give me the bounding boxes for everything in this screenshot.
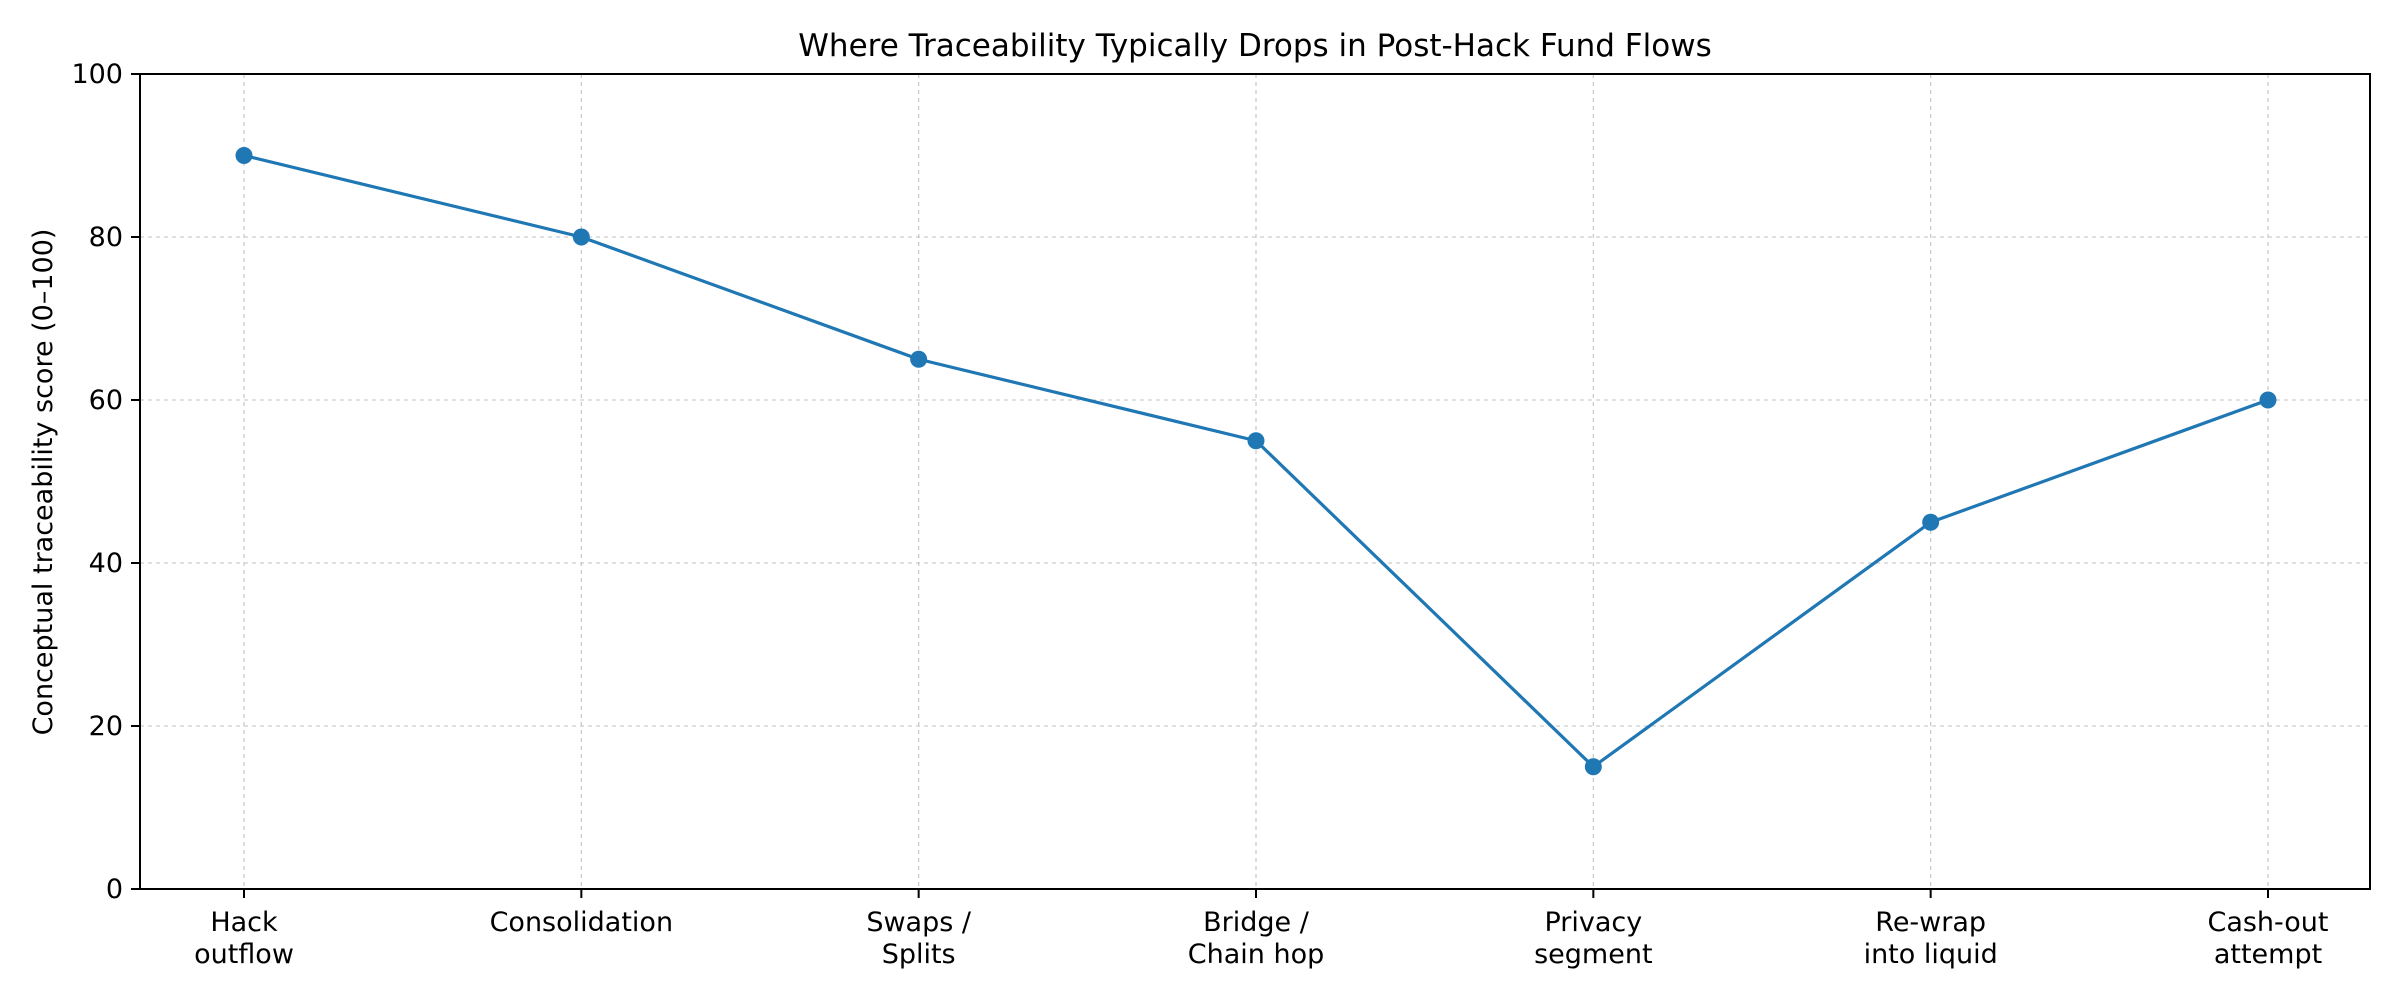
chart-title: Where Traceability Typically Drops in Po… — [798, 28, 1711, 64]
axes — [131, 73, 2371, 898]
plot-frame — [139, 73, 2371, 890]
x-tick-label: Bridge / Chain hop — [1188, 907, 1324, 970]
x-tick-label: Hack outflow — [194, 907, 294, 970]
x-tick-label: Re-wrap into liquid — [1864, 907, 1998, 970]
tick-labels: 0 20 40 60 80 100 Hack outflow Consolidation Swap… — [71, 59, 2328, 970]
data-point — [1247, 432, 1265, 450]
y-tick-label: 100 — [71, 59, 123, 90]
x-tick-label: Cash-out attempt — [2207, 907, 2328, 970]
y-tick-label: 80 — [89, 222, 123, 253]
x-tick-label: Swaps / Splits — [866, 907, 972, 970]
x-tick-label: Consolidation — [490, 907, 673, 938]
y-tick-label: 0 — [106, 874, 123, 905]
data-point — [1584, 758, 1602, 776]
y-tick-label: 20 — [89, 711, 123, 742]
series-layer — [235, 147, 2277, 776]
data-point — [1922, 513, 1940, 531]
data-point — [572, 228, 590, 246]
y-axis-label: Conceptual traceability score (0–100) — [28, 229, 59, 736]
y-tick-label: 60 — [89, 385, 123, 416]
x-tick-label: Privacy segment — [1534, 907, 1652, 970]
data-point — [235, 147, 253, 164]
y-tick-label: 40 — [89, 548, 123, 579]
gridlines — [140, 74, 2370, 889]
data-point — [2259, 391, 2277, 409]
data-point — [910, 350, 928, 368]
